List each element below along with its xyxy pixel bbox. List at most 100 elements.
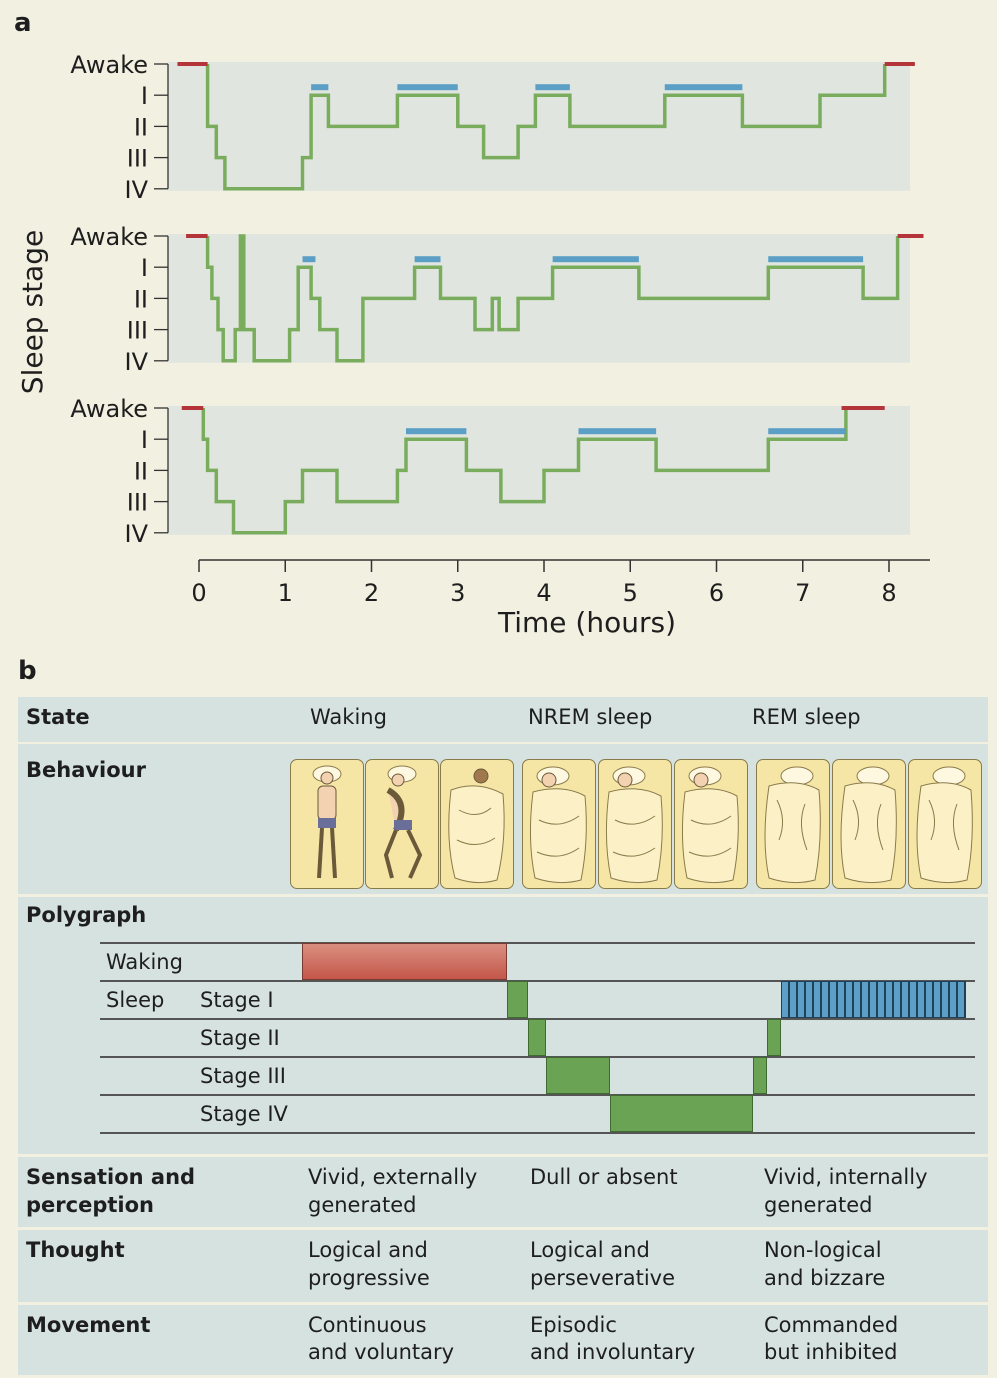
polygraph-row: Polygraph Waking Sleep Stage I Stage II …	[18, 897, 988, 1154]
hypnogram-2-rem-bar-1	[302, 256, 316, 263]
state-row: State Waking NREM sleep REM sleep	[18, 697, 988, 742]
hypnogram-2-stage-label-0: Awake	[70, 223, 148, 251]
hypnogram-1-stage-label-3: III	[127, 145, 148, 173]
polygraph-line-stage4	[100, 1094, 975, 1096]
hypnogram-2-awake-bar-2	[897, 234, 924, 238]
movement-rem-2: but inhibited	[764, 1340, 898, 1364]
hypnogram-1-stage-label-2: II	[134, 113, 148, 141]
thought-title: Thought	[26, 1238, 125, 1262]
hypnogram-1-awake-bar-1	[177, 62, 208, 66]
hypnogram-2-rem-bar-3	[552, 256, 639, 263]
rem-figure-3	[908, 759, 982, 889]
hypnogram-1-stage-label-4: IV	[125, 176, 149, 204]
hypnogram-3-rem-bar-1	[406, 428, 467, 435]
state-nrem: NREM sleep	[528, 705, 653, 729]
hypnogram-3-line	[201, 408, 848, 535]
polygraph-line-stage3	[100, 1056, 975, 1058]
waking-figure-2	[365, 759, 439, 889]
sensation-title-2: perception	[26, 1193, 154, 1217]
hypnogram-1-stage-label-1: I	[141, 82, 148, 110]
polygraph-line-waking	[100, 942, 975, 944]
sensation-waking-2: generated	[308, 1193, 417, 1217]
hypnogram-2-stage-label-3: III	[127, 317, 148, 345]
polygraph-label-stage1: Stage I	[200, 988, 274, 1012]
polygraph-label-stage4: Stage IV	[200, 1102, 288, 1126]
waking-figure-1	[290, 759, 364, 889]
waking-bar	[302, 943, 507, 980]
movement-waking-2: and voluntary	[308, 1340, 455, 1364]
thought-nrem-2: perseverative	[530, 1266, 676, 1290]
x-tick-label-1: 1	[278, 579, 293, 607]
hypnogram-1-rem-bar-4	[664, 84, 743, 91]
hypnogram-1-line	[205, 64, 887, 191]
hypnogram-1-rem-bar-3	[535, 84, 570, 91]
y-axis-label: Sleep stage	[16, 230, 49, 394]
nrem-figure-2	[598, 759, 672, 889]
hypnogram-2-stage-label-2: II	[134, 285, 148, 313]
hypnogram-2-line	[205, 234, 900, 363]
x-tick-label-0: 0	[191, 579, 206, 607]
thought-waking-2: progressive	[308, 1266, 430, 1290]
sensation-rem-1: Vivid, internally	[764, 1165, 928, 1189]
hypnogram-3-background	[168, 406, 910, 535]
rise-bar-stage2	[767, 1019, 781, 1056]
hypnogram-2-rem-bar-2	[414, 256, 441, 263]
rem-bar	[781, 981, 966, 1018]
hypnogram-2-stage-label-1: I	[141, 254, 148, 282]
movement-rem-1: Commanded	[764, 1313, 899, 1337]
panel-b-letter: b	[18, 656, 37, 686]
hypnogram-1-rem-bar-1	[311, 84, 329, 91]
hypnogram-3-rem-bar-2	[578, 428, 657, 435]
thought-row: Thought Logical and progressive Logical …	[18, 1230, 988, 1302]
polygraph-label-stage2: Stage II	[200, 1026, 280, 1050]
hypnogram-3-rem-bar-3	[768, 428, 846, 435]
hypnogram-3-stage-label-3: III	[127, 489, 148, 517]
hypnogram-3-awake-bar-2	[841, 406, 885, 410]
polygraph-line-stage1	[100, 980, 975, 982]
x-tick-label-4: 4	[536, 579, 551, 607]
rem-figure-1	[756, 759, 830, 889]
hypnogram-3-awake-bar-1	[181, 406, 204, 410]
hypnogram-2-rem-bar-4	[768, 256, 864, 263]
x-tick-label-2: 2	[364, 579, 379, 607]
nrem-bar-stage2	[528, 1019, 546, 1056]
hypnogram-2-stage-label-4: IV	[125, 348, 149, 376]
movement-row: Movement Continuous and voluntary Episod…	[18, 1305, 988, 1375]
hypnogram-3-stage-label-4: IV	[125, 520, 149, 548]
sensation-waking-1: Vivid, externally	[308, 1165, 478, 1189]
movement-nrem-2: and involuntary	[530, 1340, 696, 1364]
nrem-bar-stage3	[546, 1057, 610, 1094]
behaviour-title: Behaviour	[26, 758, 146, 782]
state-title: State	[26, 705, 90, 729]
hypnogram-1-rem-bar-2	[397, 84, 458, 91]
polygraph-label-sleep: Sleep	[106, 988, 165, 1012]
panel-a-letter: a	[14, 8, 32, 38]
hypnogram-1-awake-bar-2	[884, 62, 915, 66]
state-rem: REM sleep	[752, 705, 861, 729]
hypnogram-chart: Sleep stage AwakeIIIIIIIVAwakeIIIIIIIVAw…	[16, 51, 930, 639]
x-tick-label-8: 8	[881, 579, 896, 607]
movement-nrem-1: Episodic	[530, 1313, 617, 1337]
polygraph-line-bottom	[100, 1132, 975, 1134]
polygraph-label-stage3: Stage III	[200, 1064, 286, 1088]
waking-figure-3	[440, 759, 514, 889]
movement-title: Movement	[26, 1313, 151, 1337]
sensation-title-1: Sensation and	[26, 1165, 196, 1189]
hypnogram-3-stage-label-2: II	[134, 457, 148, 485]
x-tick-label-3: 3	[450, 579, 465, 607]
thought-waking-1: Logical and	[308, 1238, 428, 1262]
x-tick-label-6: 6	[709, 579, 724, 607]
x-tick-label-5: 5	[623, 579, 638, 607]
nrem-figure-3	[674, 759, 748, 889]
state-waking: Waking	[310, 705, 387, 729]
hypnogram-2-awake-bar-1	[186, 234, 208, 238]
movement-waking-1: Continuous	[308, 1313, 427, 1337]
polygraph-line-stage2	[100, 1018, 975, 1020]
rise-bar-stage3	[753, 1057, 767, 1094]
thought-rem-2: and bizzare	[764, 1266, 886, 1290]
thought-nrem-1: Logical and	[530, 1238, 650, 1262]
hypnogram-3-stage-label-0: Awake	[70, 395, 148, 423]
sensation-row: Sensation and perception Vivid, external…	[18, 1157, 988, 1227]
x-tick-label-7: 7	[795, 579, 810, 607]
sleep-states-table: State Waking NREM sleep REM sleep Behavi…	[18, 697, 988, 1375]
